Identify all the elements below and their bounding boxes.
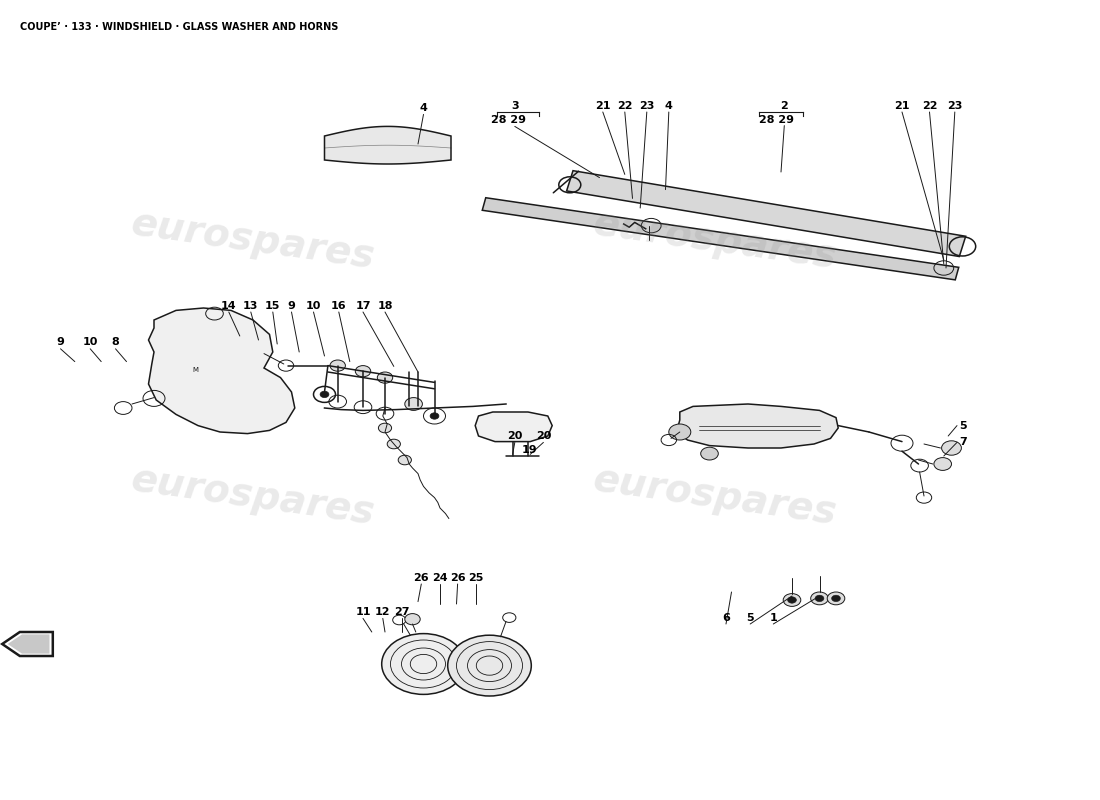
Circle shape: [448, 635, 531, 696]
Text: 6: 6: [722, 613, 730, 622]
Circle shape: [788, 597, 796, 603]
Text: COUPE’ · 133 · WINDSHIELD · GLASS WASHER AND HORNS: COUPE’ · 133 · WINDSHIELD · GLASS WASHER…: [20, 22, 338, 32]
Text: 8: 8: [111, 338, 120, 347]
Text: 23: 23: [947, 101, 962, 110]
Text: 11: 11: [355, 607, 371, 617]
Text: 24: 24: [432, 573, 448, 582]
Circle shape: [827, 592, 845, 605]
Text: 22: 22: [922, 101, 937, 110]
Text: 28 29: 28 29: [759, 115, 794, 125]
Polygon shape: [676, 404, 838, 448]
Polygon shape: [566, 170, 966, 257]
Text: 20: 20: [536, 431, 551, 441]
Polygon shape: [8, 634, 50, 654]
Text: 15: 15: [265, 301, 280, 310]
Circle shape: [330, 360, 345, 371]
Circle shape: [815, 595, 824, 602]
Polygon shape: [324, 126, 451, 164]
Polygon shape: [482, 198, 959, 280]
Text: 18: 18: [377, 301, 393, 310]
Circle shape: [934, 458, 952, 470]
Circle shape: [701, 447, 718, 460]
Text: 9: 9: [287, 301, 296, 310]
Text: 16: 16: [331, 301, 346, 310]
Text: 17: 17: [355, 301, 371, 310]
Circle shape: [377, 372, 393, 383]
Text: 13: 13: [243, 301, 258, 310]
Circle shape: [405, 398, 422, 410]
Text: 5: 5: [959, 421, 967, 430]
Text: 28 29: 28 29: [491, 115, 526, 125]
Text: 19: 19: [521, 445, 537, 454]
Circle shape: [832, 595, 840, 602]
Text: 12: 12: [375, 607, 390, 617]
Text: eurospares: eurospares: [591, 460, 839, 532]
Text: 2: 2: [780, 101, 789, 110]
Text: 14: 14: [221, 301, 236, 310]
Text: 20: 20: [507, 431, 522, 441]
Text: M: M: [192, 367, 199, 374]
Circle shape: [430, 413, 439, 419]
Text: 21: 21: [595, 101, 610, 110]
Text: 22: 22: [617, 101, 632, 110]
Text: 3: 3: [512, 101, 518, 110]
Circle shape: [942, 441, 961, 455]
Text: 4: 4: [664, 101, 673, 110]
Circle shape: [669, 424, 691, 440]
Text: eurospares: eurospares: [129, 204, 377, 276]
Polygon shape: [475, 412, 552, 442]
Circle shape: [355, 366, 371, 377]
Circle shape: [398, 455, 411, 465]
Text: 1: 1: [769, 613, 778, 622]
Text: 7: 7: [959, 438, 967, 447]
Circle shape: [387, 439, 400, 449]
Circle shape: [382, 634, 465, 694]
Text: 5: 5: [747, 613, 754, 622]
Text: 27: 27: [394, 607, 409, 617]
Polygon shape: [148, 308, 295, 434]
Circle shape: [811, 592, 828, 605]
Text: 10: 10: [306, 301, 321, 310]
Text: 23: 23: [639, 101, 654, 110]
Text: 10: 10: [82, 338, 98, 347]
Text: 26: 26: [450, 573, 465, 582]
Circle shape: [405, 614, 420, 625]
Text: 21: 21: [894, 101, 910, 110]
Text: 25: 25: [469, 573, 484, 582]
Circle shape: [378, 423, 392, 433]
Text: 9: 9: [56, 338, 65, 347]
Text: eurospares: eurospares: [591, 204, 839, 276]
Circle shape: [783, 594, 801, 606]
Text: 26: 26: [414, 573, 429, 582]
Text: eurospares: eurospares: [129, 460, 377, 532]
Polygon shape: [2, 632, 53, 656]
Text: 4: 4: [419, 103, 428, 113]
Circle shape: [320, 391, 329, 398]
